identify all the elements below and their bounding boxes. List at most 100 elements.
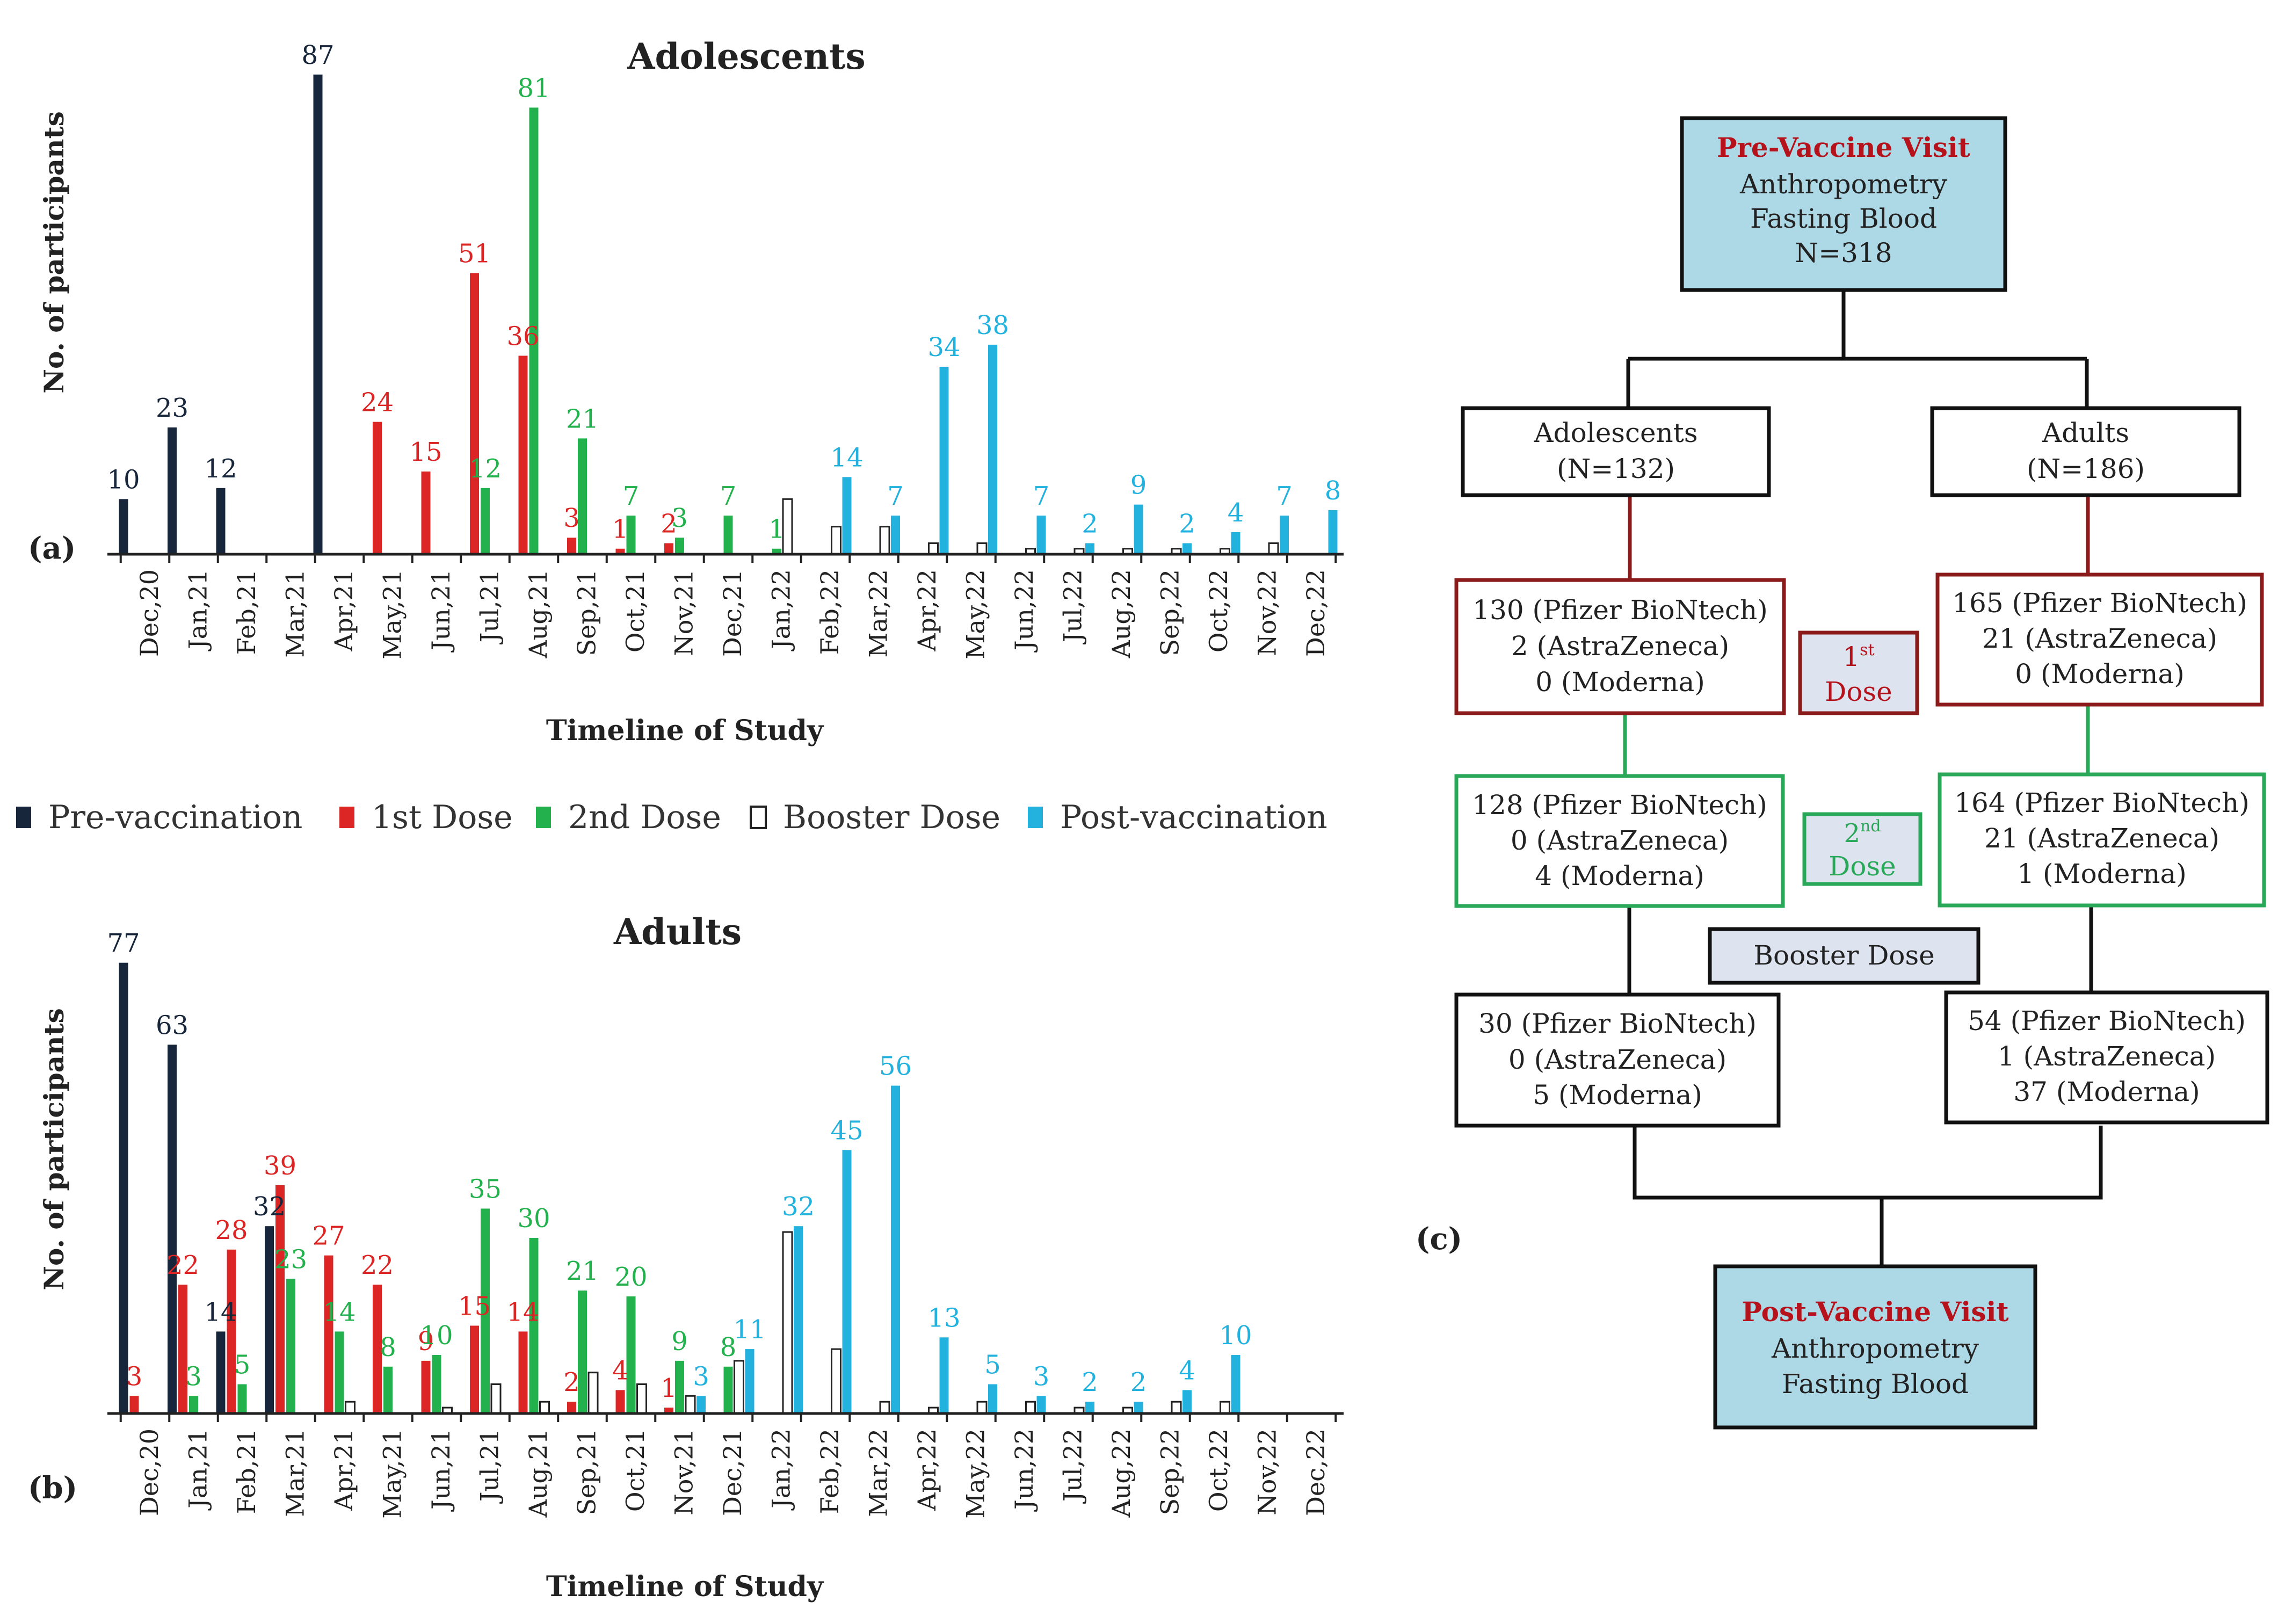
chartb-category-label-18: Jun,22: [1010, 1429, 1039, 1512]
chartb-data-label-9: 22: [361, 1250, 394, 1280]
adult-second-astrazeneca: 21 (AstraZeneca): [1984, 823, 2219, 854]
adol-booster-moderna: 5 (Moderna): [1533, 1079, 1702, 1111]
charta-bar-booster-16: [928, 542, 939, 555]
chartb-bar-second-9: [578, 1291, 587, 1413]
chartb-bar-first-7: [470, 1325, 479, 1413]
pre-visit-line2: Fasting Blood: [1750, 203, 1937, 234]
chartb-bar-booster-13: [782, 1231, 793, 1415]
chartb-bar-pre-0: [119, 962, 128, 1413]
chartb-data-label-18: 23: [274, 1244, 307, 1274]
chartb-category-label-21: Sep,22: [1156, 1429, 1185, 1515]
charta-category-label-24: Dec,22: [1301, 569, 1330, 657]
chartb-bar-booster-22: [1220, 1401, 1230, 1415]
flow-connectors: [1623, 290, 2103, 1266]
chartb-bar-first-0: [129, 1396, 139, 1413]
chartb-bar-first-10: [615, 1390, 625, 1413]
legend-swatch-booster: [750, 806, 767, 829]
chartb-data-label-29: 11: [733, 1315, 766, 1345]
chartb-bar-pre-3: [265, 1226, 274, 1413]
charta-bar-post-16: [939, 366, 949, 554]
chartb-data-label-0: 77: [107, 929, 140, 959]
adol-first-astrazeneca: 2 (AstraZeneca): [1511, 630, 1729, 662]
legend-swatch-post: [1028, 807, 1043, 828]
charta-category-label-8: Aug,21: [524, 569, 553, 658]
pre-visit-line3: N=318: [1795, 237, 1892, 269]
second-dose-label-num: 2nd: [1844, 817, 1881, 849]
chart-a-ylabel: No. of participants: [38, 111, 70, 393]
chartb-bar-first-4: [324, 1255, 333, 1413]
chartb-data-label-1: 63: [156, 1010, 188, 1040]
adol-booster-box: 30 (Pfizer BioNtech) 0 (AstraZeneca) 5 (…: [1454, 992, 1781, 1128]
charta-data-label-22: 7: [1033, 481, 1050, 511]
chartb-data-label-6: 28: [215, 1215, 248, 1245]
adult-first-dose-box: 165 (Pfizer BioNtech) 21 (AstraZeneca) 0…: [1935, 572, 2264, 707]
chartb-data-label-12: 14: [506, 1297, 539, 1327]
adolescents-box: Adolescents (N=132): [1461, 406, 1771, 497]
charta-category-label-6: Jun,21: [426, 569, 455, 653]
charta-data-label-27: 7: [1276, 481, 1293, 511]
charta-bar-booster-15: [879, 526, 890, 555]
chartb-bar-post-20: [1134, 1402, 1143, 1413]
charta-data-label-15: 3: [671, 503, 688, 533]
charta-bar-second-7: [481, 488, 490, 554]
charta-bar-pre-4: [313, 74, 323, 555]
charta-data-label-18: 14: [830, 443, 863, 473]
charta-bar-second-13: [772, 548, 781, 554]
chartb-bar-first-5: [373, 1285, 382, 1413]
chartb-data-label-32: 56: [879, 1052, 912, 1082]
charta-category-label-10: Oct,21: [621, 569, 650, 653]
charta-category-label-18: Jun,22: [1010, 569, 1039, 653]
chartb-bar-post-14: [842, 1150, 852, 1413]
chartb-category-label-23: Nov,22: [1253, 1429, 1282, 1516]
adol-second-dose-box: 128 (Pfizer BioNtech) 0 (AstraZeneca) 4 …: [1454, 774, 1785, 908]
charta-bar-second-8: [529, 107, 539, 554]
first-dose-label-num: 1st: [1842, 641, 1874, 672]
chart-b-ylabel: No. of participants: [38, 1008, 70, 1290]
chartb-data-label-34: 5: [984, 1350, 1001, 1380]
chartb-bar-booster-9: [587, 1372, 599, 1415]
chartb-category-label-16: Apr,22: [912, 1429, 941, 1511]
chartb-data-label-5: 22: [166, 1250, 199, 1280]
chartb-bar-booster-12: [734, 1360, 744, 1415]
adol-first-dose-box: 130 (Pfizer BioNtech) 2 (AstraZeneca) 0 …: [1454, 578, 1786, 715]
charta-bar-booster-14: [831, 526, 841, 555]
chartb-bar-booster-7: [490, 1383, 502, 1415]
chartb-bar-first-9: [567, 1402, 576, 1413]
chartb-data-label-22: 35: [469, 1175, 502, 1205]
legend-label-booster: Booster Dose: [783, 799, 1000, 836]
chartb-category-label-20: Aug,22: [1107, 1429, 1136, 1518]
chart-b-xlabel: Timeline of Study: [546, 1570, 824, 1603]
chartb-category-label-19: Jul,22: [1058, 1429, 1087, 1504]
chartb-bar-booster-8: [539, 1401, 550, 1415]
chartb-category-label-17: May,22: [961, 1429, 990, 1519]
charta-category-label-19: Jul,22: [1058, 569, 1087, 644]
first-dose-num: 1: [1842, 641, 1860, 672]
charta-data-label-13: 21: [566, 404, 599, 434]
chartb-data-label-7: 39: [264, 1151, 296, 1181]
charta-data-label-14: 7: [623, 481, 640, 511]
charta-bar-first-11: [664, 543, 673, 554]
charta-data-label-23: 2: [1082, 509, 1098, 539]
chart-a: Dec,20 Jan,21 Feb,21 Mar,21 Apr,21 May,21 Jun,…: [107, 40, 1344, 659]
adult-booster-astrazeneca: 1 (AstraZeneca): [1998, 1041, 2216, 1072]
charta-bar-first-6: [421, 472, 431, 554]
charta-bar-first-10: [615, 548, 625, 554]
chartb-data-label-2: 14: [204, 1297, 237, 1327]
adol-second-astrazeneca: 0 (AstraZeneca): [1511, 825, 1729, 856]
charta-category-label-1: Jan,21: [184, 569, 213, 651]
chartb-data-label-11: 15: [458, 1292, 491, 1322]
charta-category-label-7: Jul,21: [475, 569, 504, 644]
chartb-bar-post-11: [697, 1396, 706, 1413]
adults-line2: (N=186): [2027, 453, 2145, 484]
charta-category-label-23: Nov,22: [1253, 569, 1282, 656]
adolescents-line2: (N=132): [1557, 453, 1675, 484]
charta-data-label-10: 2: [661, 509, 677, 539]
charta-bar-post-14: [842, 477, 852, 554]
charta-data-label-1: 23: [156, 393, 188, 423]
chartb-bar-post-18: [1036, 1396, 1046, 1413]
charta-data-label-3: 87: [301, 40, 334, 70]
pre-visit-title: Pre-Vaccine Visit: [1717, 132, 1970, 163]
chartb-data-label-36: 2: [1082, 1367, 1098, 1397]
chartb-data-label-38: 4: [1179, 1355, 1195, 1386]
